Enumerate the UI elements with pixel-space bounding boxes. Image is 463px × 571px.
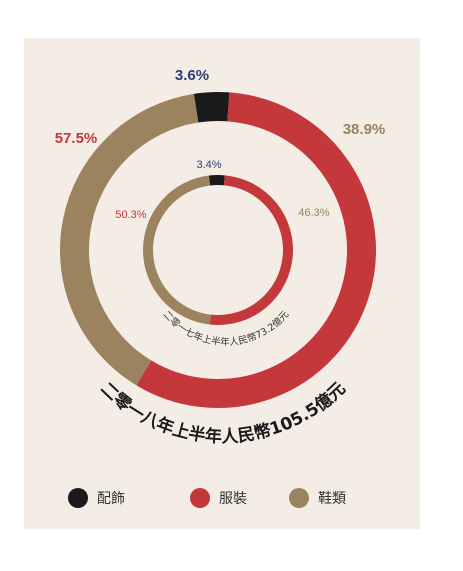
outer-segment-footwear — [60, 93, 199, 386]
inner-ring — [143, 175, 293, 325]
legend-label-accessories: 配飾 — [97, 491, 125, 507]
outer-segment-apparel — [136, 92, 376, 408]
inner-label-footwear: 46.3% — [298, 207, 329, 219]
outer-label-accessories: 3.6% — [175, 67, 209, 84]
legend-item-accessories: 配飾 — [68, 486, 125, 510]
outer-label-apparel: 57.5% — [55, 130, 98, 147]
legend-swatch-footwear — [289, 488, 309, 508]
inner-label-apparel: 50.3% — [115, 209, 146, 221]
legend-item-apparel: 服裝 — [190, 486, 247, 510]
legend-swatch-apparel — [190, 488, 210, 508]
inner-segment-accessories — [208, 175, 225, 186]
inner-label-accessories: 3.4% — [196, 159, 221, 171]
outer-segment-accessories — [193, 92, 230, 123]
legend-label-footwear: 鞋類 — [318, 491, 346, 507]
outer-ring — [60, 92, 376, 408]
inner-segment-footwear — [143, 175, 211, 325]
legend-label-apparel: 服裝 — [219, 491, 247, 507]
inner-segment-apparel — [209, 175, 293, 325]
legend-item-footwear: 鞋類 — [289, 486, 346, 510]
legend-swatch-accessories — [68, 488, 88, 508]
outer-label-footwear: 38.9% — [343, 121, 386, 138]
